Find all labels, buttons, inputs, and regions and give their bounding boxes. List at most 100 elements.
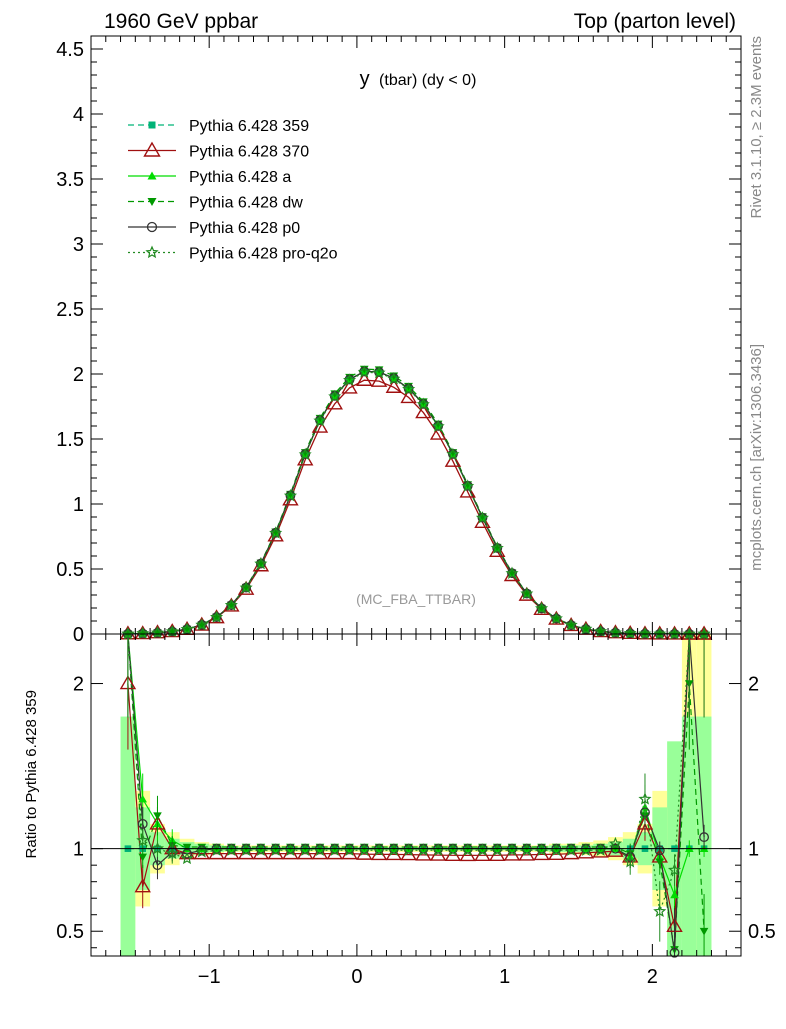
main-y-tick-label: 2.5 bbox=[56, 299, 84, 321]
ratio-data-point bbox=[463, 843, 473, 852]
main-data-point bbox=[490, 541, 504, 554]
ratio-data-point bbox=[182, 848, 192, 859]
main-data-point bbox=[385, 378, 403, 393]
main-y-tick-label: 1.5 bbox=[56, 429, 84, 451]
ratio-data-point bbox=[385, 846, 403, 861]
main-data-point bbox=[638, 626, 652, 640]
ratio-data-point bbox=[315, 843, 325, 852]
plot-title-main: y bbox=[360, 68, 370, 90]
legend-label: Pythia 6.428 370 bbox=[189, 144, 309, 161]
main-y-tick-label: 0.5 bbox=[56, 559, 84, 581]
main-y-tick-label: 4.5 bbox=[56, 39, 84, 61]
main-data-point bbox=[370, 372, 388, 387]
ratio-data-point bbox=[562, 845, 580, 860]
ratio-x-tick-label: 0 bbox=[351, 966, 362, 988]
ratio-y-tick-label-left: 1 bbox=[73, 839, 84, 861]
ratio-data-point bbox=[227, 843, 236, 852]
ratio-y-tick-label-left: 2 bbox=[73, 674, 84, 696]
ratio-series-lines bbox=[127, 633, 705, 953]
ratio-series-line bbox=[127, 633, 705, 912]
ratio-data-point bbox=[699, 832, 710, 843]
main-data-point bbox=[461, 479, 475, 492]
main-data-point bbox=[164, 623, 181, 638]
main-data-point bbox=[298, 447, 312, 461]
main-data-point bbox=[283, 488, 298, 502]
main-data-point bbox=[474, 513, 491, 529]
ratio-data-point bbox=[389, 843, 399, 852]
ratio-data-point bbox=[223, 845, 240, 860]
legend-marker bbox=[148, 121, 156, 129]
ratio-data-point bbox=[150, 841, 164, 855]
ratio-y-tick-label-right: 0.5 bbox=[748, 921, 776, 943]
main-data-point bbox=[579, 622, 593, 635]
ratio-data-point bbox=[374, 843, 384, 852]
main-data-point bbox=[415, 404, 432, 419]
main-data-point bbox=[564, 618, 578, 631]
ratio-data-point bbox=[267, 845, 284, 860]
ratio-data-point bbox=[137, 818, 148, 829]
ratio-data-point bbox=[507, 843, 517, 852]
ratio-data-point bbox=[552, 843, 561, 852]
main-data-point bbox=[372, 365, 386, 379]
main-data-point bbox=[269, 526, 283, 539]
main-data-point bbox=[357, 365, 371, 378]
ratio-y-tick-label-right: 2 bbox=[748, 674, 759, 696]
main-data-point bbox=[239, 581, 253, 594]
ratio-data-point bbox=[669, 947, 680, 958]
ratio-data-point bbox=[138, 794, 148, 803]
legend-marker bbox=[147, 198, 157, 206]
ratio-data-point bbox=[581, 843, 591, 852]
main-data-point bbox=[653, 627, 667, 640]
main-data-point bbox=[478, 513, 487, 521]
ratio-data-point bbox=[195, 845, 209, 858]
main-data-point bbox=[136, 626, 150, 640]
ratio-data-point bbox=[134, 878, 151, 893]
ratio-data-point bbox=[608, 836, 623, 850]
ratio-data-point bbox=[208, 845, 225, 860]
main-y-tick-label: 2 bbox=[73, 364, 84, 386]
legend-marker bbox=[145, 245, 159, 259]
main-data-point bbox=[328, 389, 342, 403]
main-data-point bbox=[400, 389, 417, 404]
ratio-data-point bbox=[548, 845, 565, 860]
main-data-point bbox=[286, 490, 295, 499]
ratio-data-point bbox=[152, 860, 163, 871]
legend-label: Pythia 6.428 dw bbox=[189, 195, 303, 212]
ratio-data-point bbox=[282, 845, 299, 860]
axis-tick-labels: 0 0.5 1 1.5 2 2.5 3 3.5 4 4.5 −1 0 1 2 0.5 1 2 0.5 1 2 bbox=[56, 39, 776, 988]
ratio-series-markers bbox=[119, 625, 713, 958]
plot-title-sub: (tbar) (dy < 0) bbox=[379, 72, 476, 89]
main-data-point bbox=[446, 447, 460, 461]
legend-label: Pythia 6.428 a bbox=[189, 169, 291, 186]
main-y-tick-label: 3 bbox=[73, 234, 84, 256]
ratio-data-point bbox=[330, 843, 340, 852]
ratio-data-point bbox=[180, 851, 194, 865]
ratio-data-point bbox=[341, 845, 358, 860]
ratio-data-point bbox=[448, 843, 458, 852]
plot-title: y (tbar) (dy < 0) bbox=[360, 68, 477, 90]
ratio-data-point bbox=[136, 833, 150, 846]
ratio-data-point bbox=[670, 890, 679, 899]
main-data-point bbox=[429, 425, 447, 440]
ratio-data-point bbox=[241, 843, 251, 852]
main-data-point bbox=[444, 452, 462, 467]
legend-label: Pythia 6.428 p0 bbox=[189, 220, 300, 237]
main-data-point bbox=[623, 626, 637, 639]
main-data-point bbox=[326, 395, 343, 410]
ratio-data-point bbox=[682, 627, 696, 640]
ratio-data-point bbox=[566, 843, 576, 852]
ratio-data-point bbox=[359, 843, 369, 852]
ratio-data-point bbox=[537, 843, 546, 852]
main-data-point bbox=[505, 566, 519, 579]
rivet-version-label: Rivet 3.1.10, ≥ 2.3M events bbox=[748, 36, 765, 219]
ratio-data-point bbox=[256, 843, 266, 852]
main-data-point bbox=[535, 601, 549, 615]
main-data-point bbox=[475, 511, 489, 524]
ratio-data-point bbox=[653, 904, 667, 917]
ratio-y-tick-label-left: 0.5 bbox=[56, 921, 84, 943]
ratio-data-point bbox=[326, 845, 343, 860]
main-data-point bbox=[387, 372, 401, 385]
ratio-series-line bbox=[127, 633, 705, 953]
